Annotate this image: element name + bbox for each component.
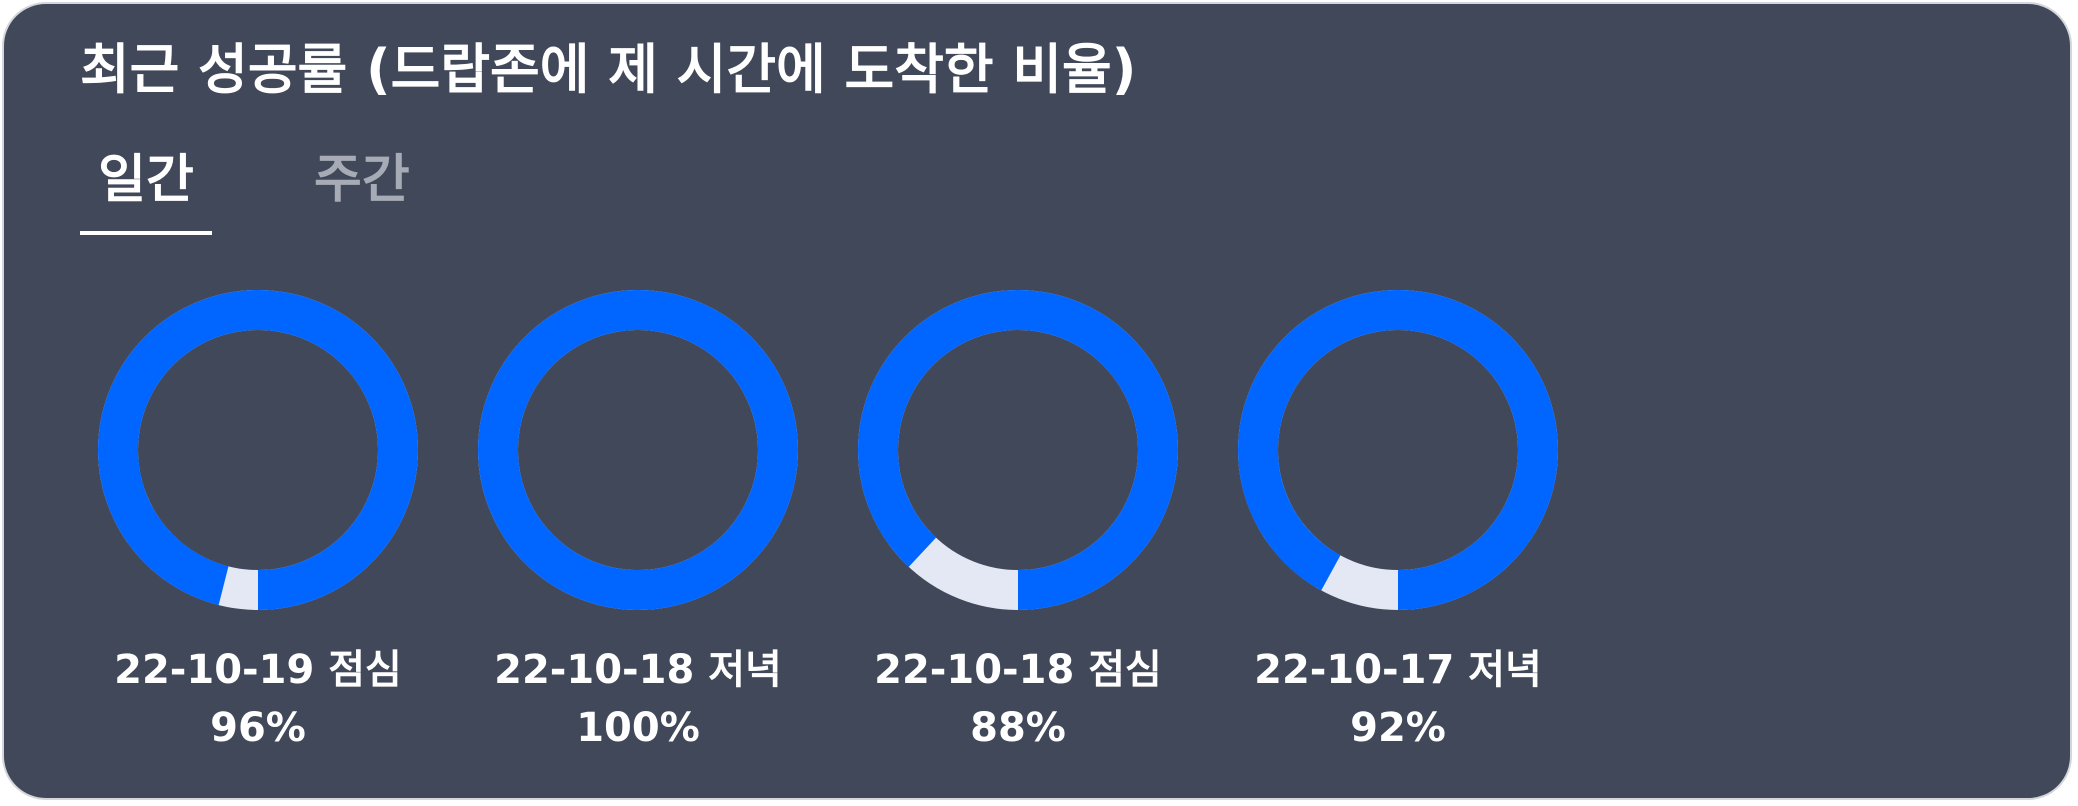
donut-item: 22-10-18 점심 88%	[828, 290, 1208, 770]
donut-value: 92%	[1350, 705, 1446, 751]
donut-item: 22-10-18 저녁 100%	[448, 290, 828, 770]
donut-success-segment	[858, 290, 1178, 610]
donut-label: 22-10-19 점심	[114, 647, 402, 693]
donut-chart	[478, 290, 798, 610]
donut-chart	[98, 290, 418, 610]
card-title: 최근 성공률 (드랍존에 제 시간에 도착한 비율)	[80, 38, 1137, 101]
donut-label: 22-10-18 점심	[874, 647, 1162, 693]
donut-label: 22-10-18 저녁	[494, 647, 782, 693]
period-tabs: 일간 주간	[80, 144, 480, 236]
donut-success-segment	[478, 290, 798, 610]
donut-value: 88%	[970, 705, 1066, 751]
donut-value: 100%	[576, 705, 700, 751]
tab-daily[interactable]: 일간	[98, 150, 194, 210]
donut-chart	[1238, 290, 1558, 610]
donut-chart	[858, 290, 1178, 610]
donut-label: 22-10-17 저녁	[1254, 647, 1542, 693]
donut-item: 22-10-19 점심 96%	[68, 290, 448, 770]
donut-success-segment	[98, 290, 418, 610]
donut-value: 96%	[210, 705, 306, 751]
donut-success-segment	[1238, 290, 1558, 610]
active-tab-underline	[80, 231, 212, 235]
donut-item: 22-10-17 저녁 92%	[1208, 290, 1588, 770]
tab-weekly[interactable]: 주간	[314, 150, 410, 210]
donut-chart-list: 22-10-19 점심 96% 22-10-18 저녁 100% 22-10-18 점심…	[4, 4, 2070, 798]
